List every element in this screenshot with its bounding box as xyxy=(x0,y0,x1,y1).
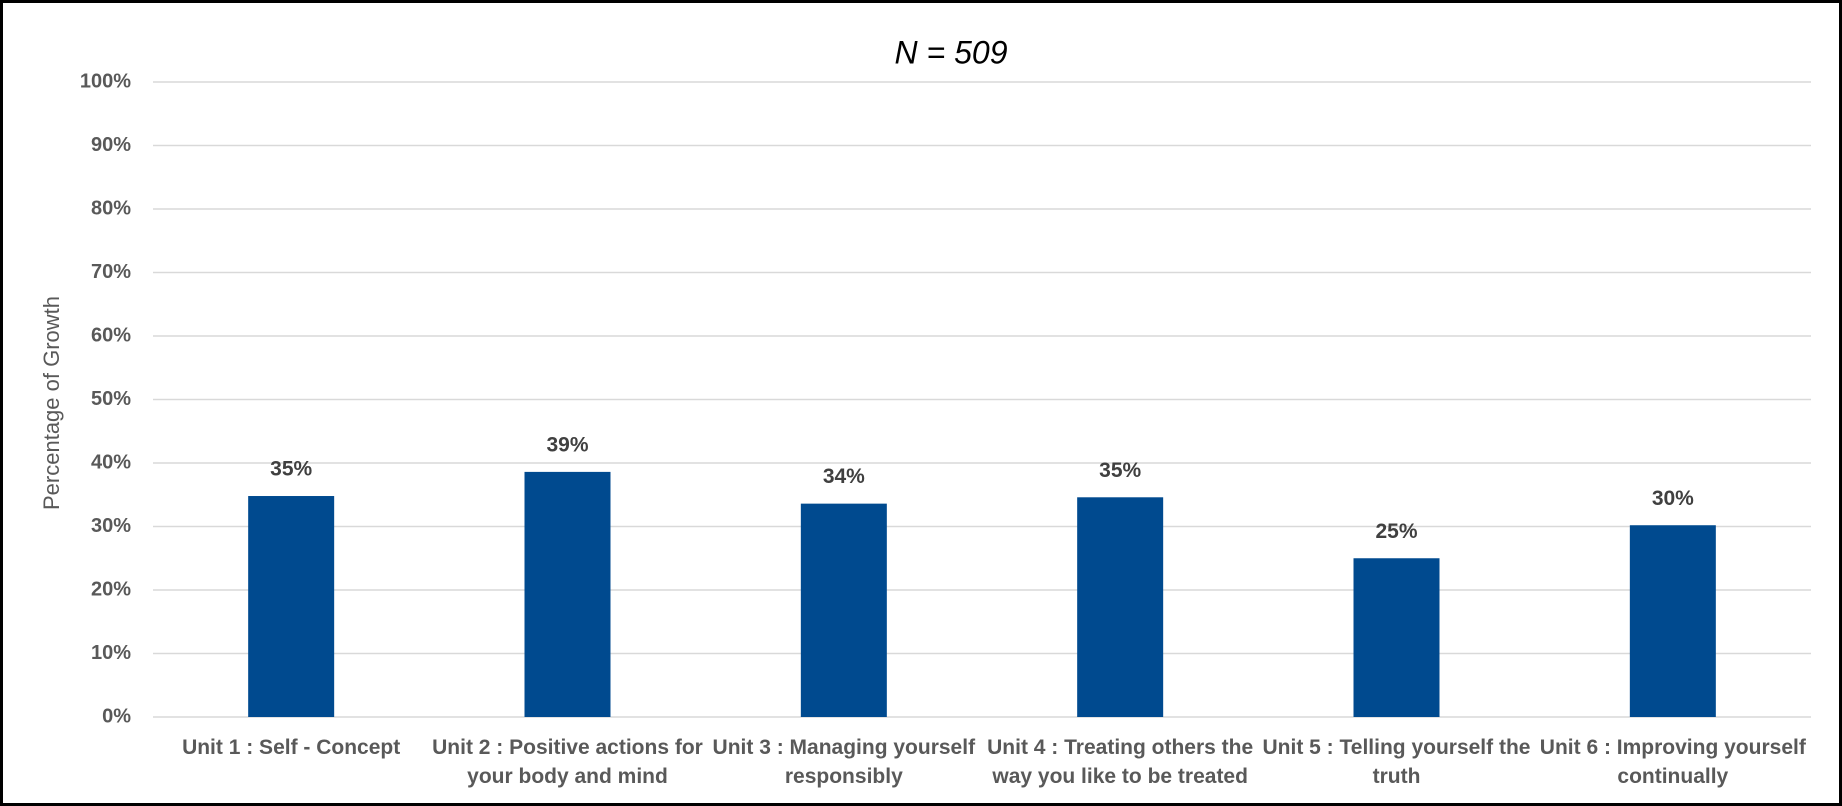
bar xyxy=(524,471,611,717)
y-tick-label: 70% xyxy=(91,261,131,283)
value-label: 35% xyxy=(270,458,312,481)
y-axis-label: Percentage of Growth xyxy=(39,296,64,510)
value-label: 39% xyxy=(546,433,588,456)
x-tick-label: Unit 1 : Self - Concept xyxy=(182,736,401,759)
x-tick-label: Unit 6 : Improving yourself continually xyxy=(1539,736,1806,788)
y-tick-label: 0% xyxy=(102,705,131,727)
bar xyxy=(800,503,887,717)
bar xyxy=(248,496,335,717)
x-tick-label: Unit 5 : Telling yourself the truth xyxy=(1262,736,1531,788)
x-tick-label: Unit 3 : Managing yourself responsibly xyxy=(712,736,976,788)
bar xyxy=(1353,558,1440,717)
bar xyxy=(1629,525,1716,717)
y-tick-label: 40% xyxy=(91,451,131,473)
x-tick-label: Unit 2 : Positive actions for your body … xyxy=(432,736,703,788)
chart: N = 509 Percentage of Growth 0% 10% 20% 30%… xyxy=(39,34,1811,727)
y-tick-label: 20% xyxy=(91,578,131,600)
y-tick-label: 90% xyxy=(91,134,131,156)
y-tick-label: 30% xyxy=(91,515,131,537)
chart-title: N = 509 xyxy=(895,34,1008,70)
y-tick-label: 80% xyxy=(91,197,131,219)
y-tick-label: 10% xyxy=(91,642,131,664)
value-label: 35% xyxy=(1099,459,1141,482)
value-label: 25% xyxy=(1375,520,1417,543)
y-tick-label: 60% xyxy=(91,324,131,346)
value-label: 34% xyxy=(823,465,865,488)
y-tick-label: 50% xyxy=(91,388,131,410)
value-label: 30% xyxy=(1652,487,1694,510)
x-tick-label: Unit 4 : Treating others the way you lik… xyxy=(987,736,1254,788)
bar xyxy=(1077,497,1164,717)
y-tick-label: 100% xyxy=(80,70,131,92)
